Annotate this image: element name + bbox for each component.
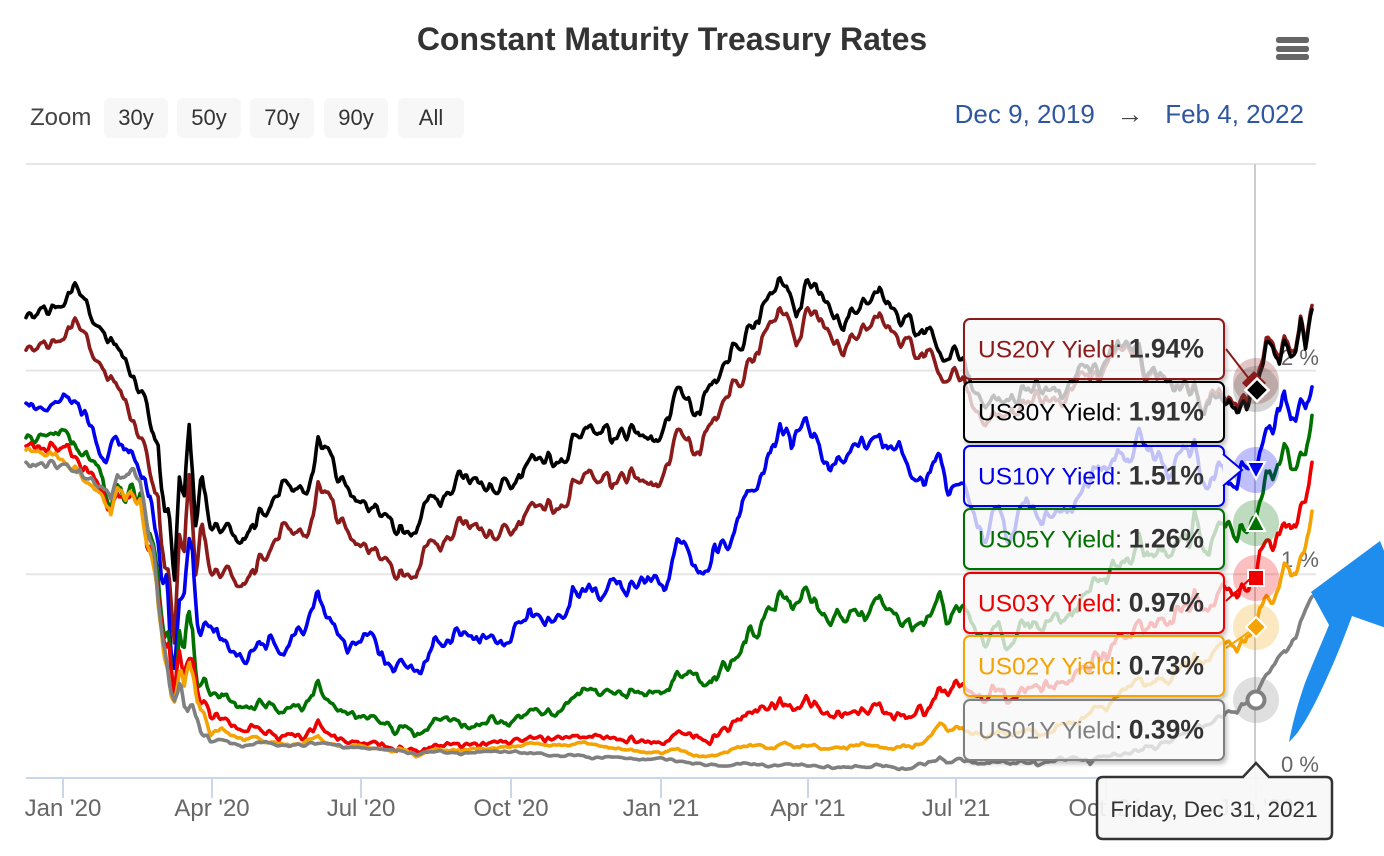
svg-text:Friday, Dec 31, 2021: Friday, Dec 31, 2021 <box>1110 797 1317 822</box>
